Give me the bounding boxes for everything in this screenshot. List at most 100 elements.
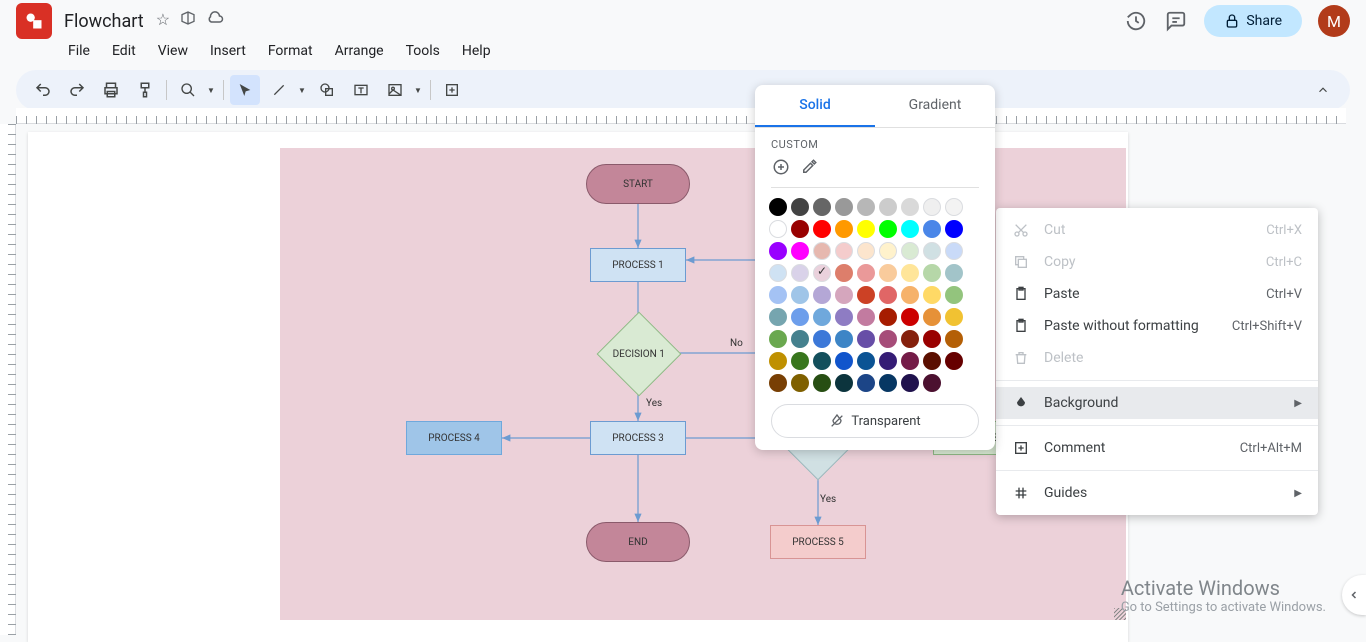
swatch-57[interactable]: [835, 330, 853, 348]
swatch-63[interactable]: [769, 352, 787, 370]
comment-tool[interactable]: [437, 75, 467, 105]
context-menu-paste[interactable]: Paste Ctrl+V: [996, 278, 1318, 310]
swatch-69[interactable]: [901, 352, 919, 370]
shape-process4a[interactable]: PROCESS 4: [406, 421, 502, 455]
swatch-61[interactable]: [923, 330, 941, 348]
swatch-47[interactable]: [813, 308, 831, 326]
swatch-8[interactable]: [945, 198, 963, 216]
swatch-48[interactable]: [835, 308, 853, 326]
swatch-42[interactable]: [901, 286, 919, 304]
swatch-64[interactable]: [791, 352, 809, 370]
context-menu-guides[interactable]: Guides ▶: [996, 477, 1318, 509]
swatch-18[interactable]: [769, 242, 787, 260]
swatch-59[interactable]: [879, 330, 897, 348]
swatch-53[interactable]: [945, 308, 963, 326]
image-tool[interactable]: [380, 75, 410, 105]
swatch-75[interactable]: [835, 374, 853, 392]
swatch-43[interactable]: [923, 286, 941, 304]
paint-format-button[interactable]: [130, 75, 160, 105]
swatch-73[interactable]: [791, 374, 809, 392]
comments-icon[interactable]: [1164, 9, 1188, 33]
swatch-51[interactable]: [901, 308, 919, 326]
swatch-9[interactable]: [769, 220, 787, 238]
transparent-button[interactable]: Transparent: [771, 404, 979, 438]
menu-arrange[interactable]: Arrange: [325, 39, 394, 63]
swatch-16[interactable]: [923, 220, 941, 238]
swatch-70[interactable]: [923, 352, 941, 370]
swatch-36[interactable]: [769, 286, 787, 304]
swatch-30[interactable]: [835, 264, 853, 282]
swatch-65[interactable]: [813, 352, 831, 370]
tab-gradient[interactable]: Gradient: [875, 85, 995, 127]
shape-start[interactable]: START: [586, 164, 690, 204]
swatch-25[interactable]: [923, 242, 941, 260]
swatch-29[interactable]: [813, 264, 831, 282]
swatch-55[interactable]: [791, 330, 809, 348]
shape-process5[interactable]: PROCESS 5: [770, 525, 866, 559]
menu-file[interactable]: File: [58, 39, 100, 63]
swatch-79[interactable]: [923, 374, 941, 392]
swatch-33[interactable]: [901, 264, 919, 282]
shape-end[interactable]: END: [586, 522, 690, 562]
swatch-77[interactable]: [879, 374, 897, 392]
swatch-10[interactable]: [791, 220, 809, 238]
swatch-67[interactable]: [857, 352, 875, 370]
swatch-28[interactable]: [791, 264, 809, 282]
undo-button[interactable]: [28, 75, 58, 105]
avatar[interactable]: M: [1318, 5, 1350, 37]
swatch-13[interactable]: [857, 220, 875, 238]
swatch-71[interactable]: [945, 352, 963, 370]
swatch-1[interactable]: [791, 198, 809, 216]
menu-tools[interactable]: Tools: [396, 39, 450, 63]
tab-solid[interactable]: Solid: [755, 85, 875, 127]
collapse-toolbar[interactable]: [1308, 75, 1338, 105]
swatch-0[interactable]: [769, 198, 787, 216]
swatch-7[interactable]: [923, 198, 941, 216]
zoom-dropdown[interactable]: ▼: [207, 86, 217, 95]
add-custom-color[interactable]: [771, 157, 791, 177]
swatch-60[interactable]: [901, 330, 919, 348]
swatch-35[interactable]: [945, 264, 963, 282]
doc-title[interactable]: Flowchart: [64, 11, 144, 32]
swatch-66[interactable]: [835, 352, 853, 370]
history-icon[interactable]: [1124, 9, 1148, 33]
shape-tool[interactable]: [312, 75, 342, 105]
shape-process1[interactable]: PROCESS 1: [590, 248, 686, 282]
select-tool[interactable]: [230, 75, 260, 105]
image-dropdown[interactable]: ▼: [414, 86, 424, 95]
swatch-62[interactable]: [945, 330, 963, 348]
swatch-74[interactable]: [813, 374, 831, 392]
context-menu-background[interactable]: Background ▶: [996, 387, 1318, 419]
swatch-27[interactable]: [769, 264, 787, 282]
swatch-20[interactable]: [813, 242, 831, 260]
redo-button[interactable]: [62, 75, 92, 105]
app-icon[interactable]: [16, 3, 52, 39]
swatch-6[interactable]: [901, 198, 919, 216]
line-tool[interactable]: [264, 75, 294, 105]
star-icon[interactable]: ☆: [156, 10, 170, 32]
swatch-24[interactable]: [901, 242, 919, 260]
swatch-3[interactable]: [835, 198, 853, 216]
swatch-5[interactable]: [879, 198, 897, 216]
swatch-19[interactable]: [791, 242, 809, 260]
swatch-32[interactable]: [879, 264, 897, 282]
swatch-38[interactable]: [813, 286, 831, 304]
swatch-40[interactable]: [857, 286, 875, 304]
context-menu-paste-without-formatting[interactable]: Paste without formatting Ctrl+Shift+V: [996, 310, 1318, 342]
swatch-39[interactable]: [835, 286, 853, 304]
textbox-tool[interactable]: [346, 75, 376, 105]
swatch-44[interactable]: [945, 286, 963, 304]
swatch-17[interactable]: [945, 220, 963, 238]
share-button[interactable]: Share: [1204, 5, 1302, 37]
swatch-2[interactable]: [813, 198, 831, 216]
swatch-54[interactable]: [769, 330, 787, 348]
swatch-49[interactable]: [857, 308, 875, 326]
move-icon[interactable]: [180, 10, 196, 32]
swatch-12[interactable]: [835, 220, 853, 238]
swatch-58[interactable]: [857, 330, 875, 348]
swatch-50[interactable]: [879, 308, 897, 326]
swatch-26[interactable]: [945, 242, 963, 260]
swatch-14[interactable]: [879, 220, 897, 238]
menu-view[interactable]: View: [148, 39, 198, 63]
swatch-52[interactable]: [923, 308, 941, 326]
